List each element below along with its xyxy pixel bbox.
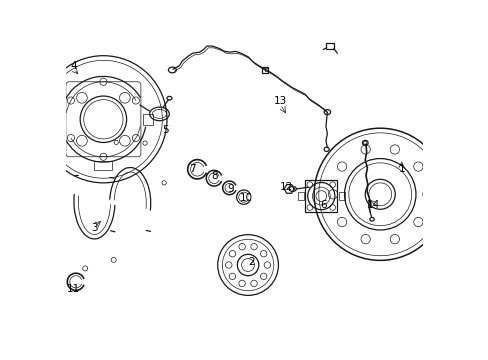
Text: 9: 9 <box>226 184 233 194</box>
Bar <box>338 192 344 201</box>
Text: 6: 6 <box>319 200 325 210</box>
Text: 12: 12 <box>280 182 293 192</box>
Text: 2: 2 <box>248 257 254 267</box>
Text: 5: 5 <box>162 125 168 135</box>
Bar <box>305 180 337 212</box>
Text: 13: 13 <box>273 96 286 107</box>
Text: 10: 10 <box>239 193 252 203</box>
Text: 1: 1 <box>398 164 404 174</box>
Bar <box>298 192 303 201</box>
Text: 8: 8 <box>210 171 217 181</box>
Bar <box>325 43 333 49</box>
Bar <box>262 67 267 73</box>
Text: 4: 4 <box>70 61 77 71</box>
Text: 7: 7 <box>189 164 196 174</box>
Text: 3: 3 <box>91 223 98 233</box>
Text: 14: 14 <box>366 200 379 210</box>
Text: 11: 11 <box>66 284 80 294</box>
